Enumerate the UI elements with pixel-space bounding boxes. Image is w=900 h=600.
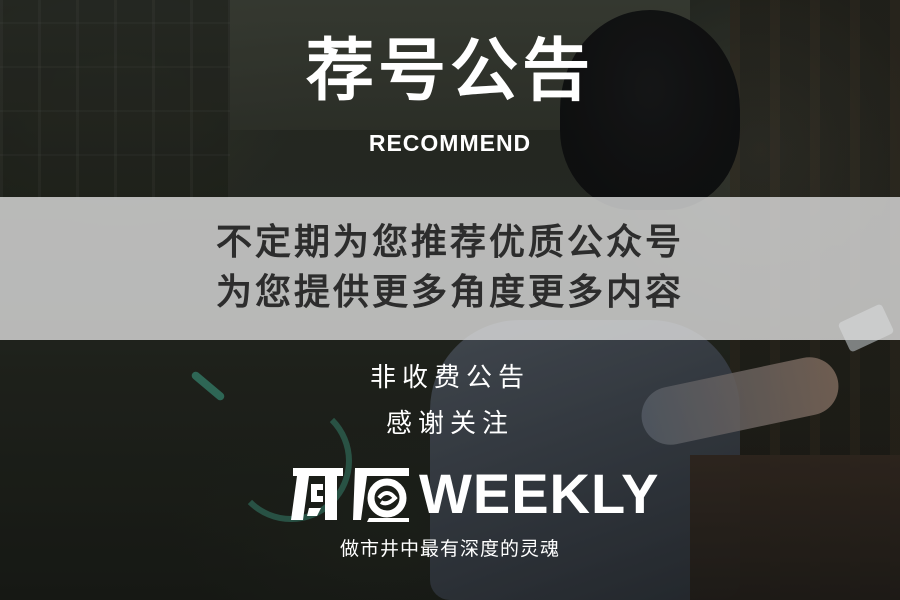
background-bicycle-wheel xyxy=(230,400,352,522)
background-person-head xyxy=(560,10,740,210)
note-thanks: 感谢关注 xyxy=(385,409,514,439)
background-table xyxy=(690,455,900,600)
phoenix-weekly-logo: WEEKLY xyxy=(287,462,658,528)
band-line-1: 不定期为您推荐优质公众号 xyxy=(215,222,684,263)
background-person-body xyxy=(430,320,740,600)
message-band: 不定期为您推荐优质公众号 为您提供更多角度更多内容 xyxy=(0,197,900,340)
logo-feng-glyph-icon xyxy=(291,468,343,520)
poster-title: 荐号公告 xyxy=(305,32,594,111)
background-shelf xyxy=(0,0,230,200)
logo-weekly-word: WEEKLY xyxy=(419,462,660,525)
note-non-paid: 非收费公告 xyxy=(369,363,530,393)
band-line-2: 为您提供更多角度更多内容 xyxy=(215,272,684,313)
logo-huang-glyph-icon xyxy=(353,468,409,522)
poster-slogan: 做市井中最有深度的灵魂 xyxy=(339,538,560,560)
poster-subtitle: RECOMMEND xyxy=(368,130,532,156)
